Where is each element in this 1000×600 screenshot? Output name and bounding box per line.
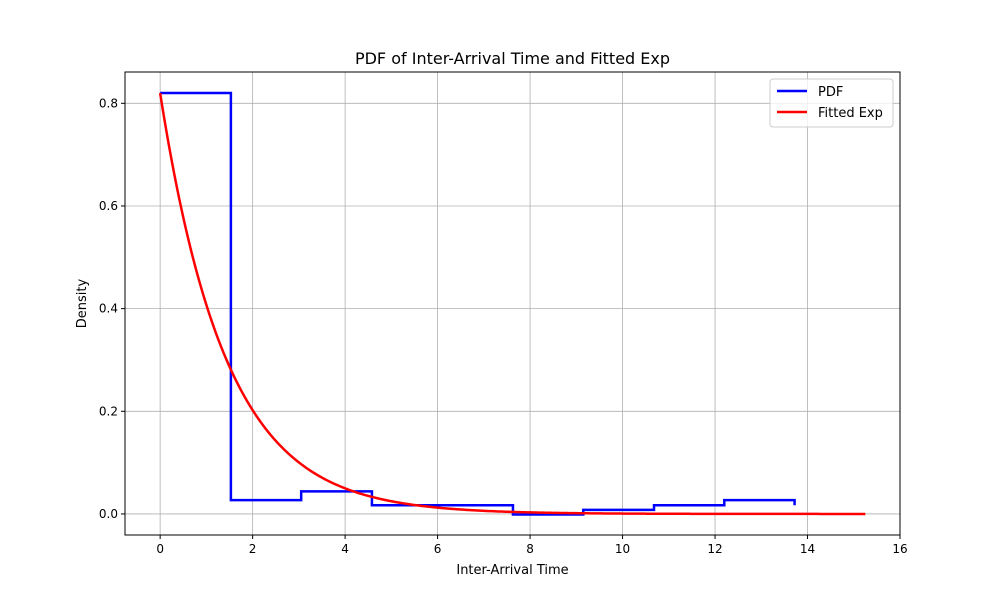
x-axis-title: Inter-Arrival Time [456, 563, 568, 578]
y-tick-label: 0.0 [99, 507, 118, 521]
y-axis-title: Density [75, 278, 90, 328]
x-tick-label: 0 [156, 542, 164, 556]
x-tick-label: 8 [526, 542, 534, 556]
chart-title: PDF of Inter-Arrival Time and Fitted Exp [355, 49, 670, 68]
series-layer [158, 91, 866, 516]
x-tick-label: 12 [707, 542, 722, 556]
legend-label-fitted-exp: Fitted Exp [818, 106, 883, 121]
plot-frame [124, 71, 901, 536]
x-tick-label: 6 [434, 542, 442, 556]
legend-label-pdf: PDF [818, 85, 843, 100]
legend: PDF Fitted Exp [769, 78, 894, 128]
ticks: 0 2 4 6 8 10 12 14 16 0.0 0.2 0.4 0.6 0.8 [99, 96, 908, 556]
series-line-fitted-exp [158, 92, 866, 516]
x-tick-label: 14 [800, 542, 815, 556]
x-tick-label: 2 [249, 542, 257, 556]
x-tick-label: 10 [615, 542, 630, 556]
y-tick-label: 0.8 [99, 96, 118, 110]
series-line-pdf [160, 91, 796, 516]
y-tick-label: 0.4 [99, 302, 118, 316]
x-tick-label: 16 [892, 542, 907, 556]
plot-background [125, 72, 900, 535]
x-tick-label: 4 [341, 542, 349, 556]
y-tick-label: 0.2 [99, 404, 118, 418]
y-tick-label: 0.6 [99, 199, 118, 213]
